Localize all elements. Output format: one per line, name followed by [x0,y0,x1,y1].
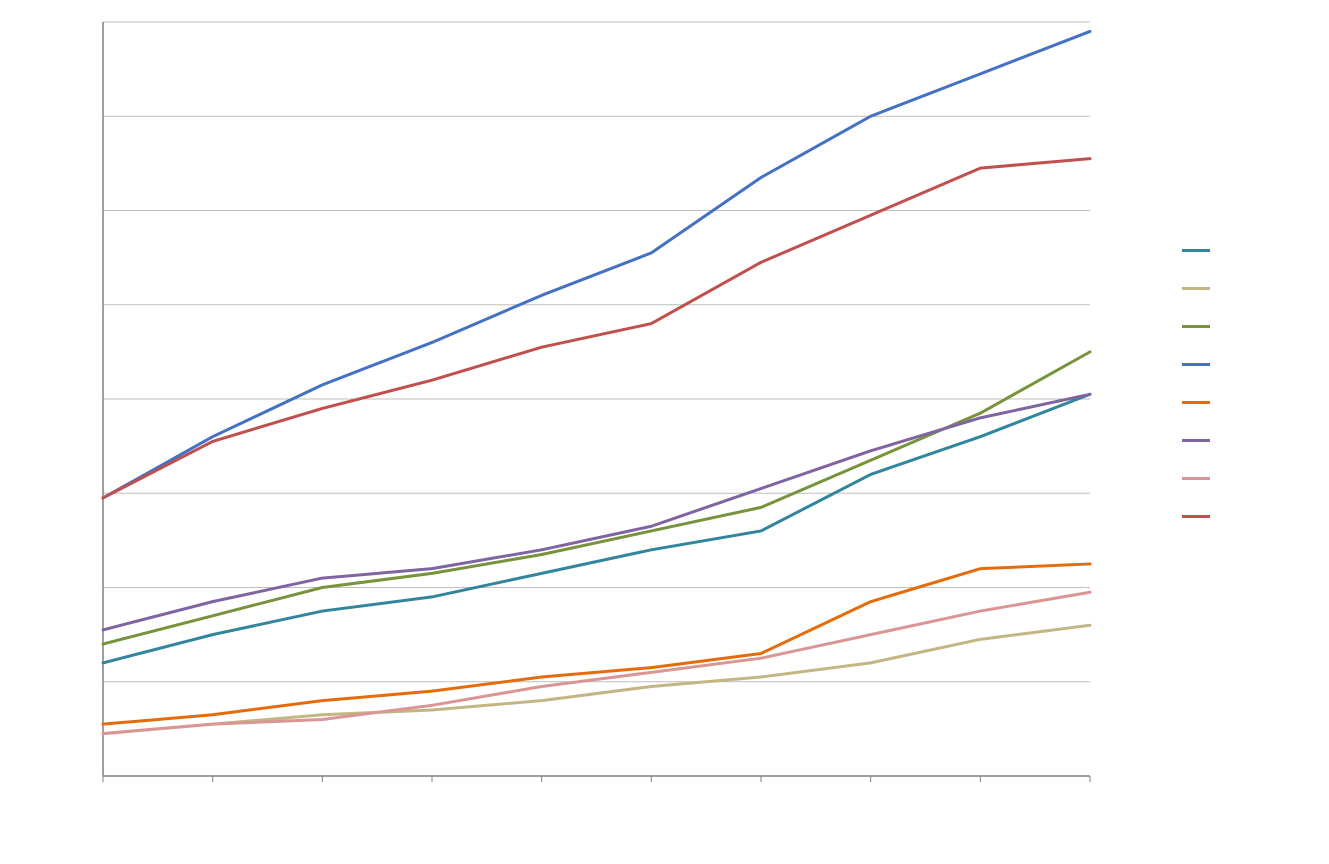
series-line-series-teal [103,394,1090,663]
legend-swatch [1182,287,1210,290]
line-chart [0,0,1329,864]
legend-swatch [1182,401,1210,404]
legend-swatch [1182,363,1210,366]
legend-item-series-red [1182,508,1210,524]
series-line-series-red [103,159,1090,498]
legend-swatch [1182,515,1210,518]
legend-swatch [1182,325,1210,328]
chart-legend [1182,242,1210,524]
legend-swatch [1182,477,1210,480]
series-line-series-pink [103,592,1090,733]
legend-item-series-pink [1182,470,1210,486]
legend-item-series-purple [1182,432,1210,448]
legend-swatch [1182,439,1210,442]
legend-item-series-green [1182,318,1210,334]
legend-item-series-tan [1182,280,1210,296]
chart-svg [0,0,1329,864]
legend-item-series-blue [1182,356,1210,372]
legend-item-series-teal [1182,242,1210,258]
legend-item-series-orange [1182,394,1210,410]
legend-swatch [1182,249,1210,252]
series-line-series-green [103,352,1090,644]
